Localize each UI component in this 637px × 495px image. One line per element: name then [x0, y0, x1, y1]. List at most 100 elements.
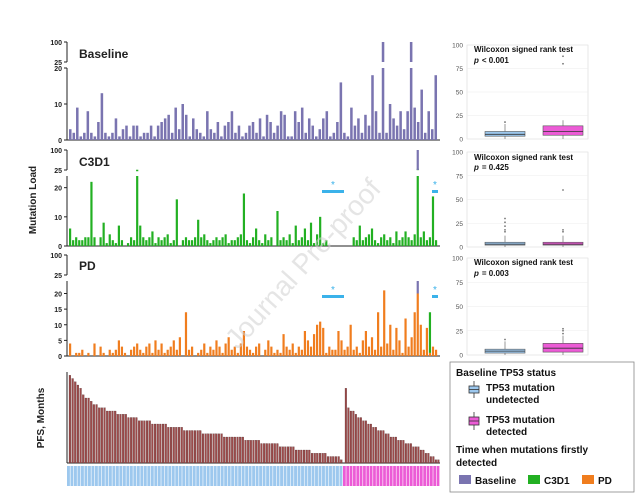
status-cell-detected — [433, 466, 437, 486]
bar — [136, 176, 139, 246]
status-cell-undetected — [178, 466, 182, 486]
pfs-bar — [196, 430, 199, 464]
bar — [309, 346, 313, 356]
bar — [117, 225, 120, 246]
box-title-baseline: Wilcoxon signed rank test — [474, 45, 573, 54]
panel-title-baseline: Baseline — [79, 47, 129, 61]
y-tick-label: 20 — [54, 292, 62, 299]
y-tick-label: 25 — [54, 60, 62, 67]
legend-baseline-swatch — [459, 475, 471, 484]
status-cell-detected — [413, 466, 416, 486]
box-outlier — [504, 225, 506, 228]
bar — [216, 122, 220, 140]
legend-pd-swatch — [582, 475, 594, 484]
bar — [236, 237, 239, 246]
bar — [75, 237, 78, 246]
bar — [97, 122, 100, 140]
bar — [316, 324, 319, 356]
bar — [194, 237, 197, 246]
pfs-bar — [287, 446, 290, 464]
bar — [105, 243, 108, 246]
bar — [120, 346, 124, 356]
y-tick-label: 0 — [58, 244, 62, 251]
bar — [328, 346, 331, 356]
bar — [293, 111, 297, 140]
status-cell-detected — [396, 466, 400, 486]
bar — [434, 349, 438, 356]
bar — [215, 340, 218, 356]
status-cell-undetected — [91, 466, 95, 486]
pfs-bar — [249, 440, 252, 464]
status-cell-undetected — [224, 466, 228, 486]
bar — [370, 337, 374, 356]
bar — [242, 331, 246, 356]
bar — [331, 349, 334, 356]
bar — [129, 349, 133, 356]
status-cell-undetected — [154, 466, 158, 486]
bar — [350, 107, 353, 140]
bar — [401, 237, 404, 246]
pfs-bar — [130, 417, 133, 464]
bar — [322, 243, 325, 246]
annotation-star: * — [331, 285, 335, 296]
status-cell-undetected — [308, 466, 311, 486]
bar — [364, 237, 368, 246]
bar — [416, 122, 420, 140]
status-cell-detected — [416, 466, 420, 486]
pfs-bar — [260, 443, 263, 464]
pfs-bar — [244, 440, 247, 464]
bar — [172, 240, 175, 246]
pfs-bar — [392, 436, 395, 464]
bar — [361, 240, 364, 246]
pfs-bar — [404, 443, 407, 464]
bar — [90, 132, 93, 140]
bar — [428, 352, 432, 356]
bar — [407, 346, 410, 356]
bar — [248, 243, 252, 246]
bar — [69, 343, 72, 356]
box-y-tick-label: 100 — [452, 43, 463, 50]
bar — [184, 237, 188, 246]
pfs-bar — [387, 433, 390, 464]
bar — [87, 352, 90, 356]
pfs-bar — [98, 407, 101, 464]
bar — [378, 132, 381, 140]
bar — [145, 240, 148, 246]
bar — [434, 240, 438, 246]
bar — [381, 68, 385, 140]
annotation-star: * — [331, 180, 335, 191]
status-cell-undetected — [94, 466, 98, 486]
legend-detected-line1: TP53 mutation — [486, 415, 555, 426]
status-cell-detected — [373, 466, 376, 486]
status-cell-undetected — [98, 466, 102, 486]
bar — [406, 111, 409, 140]
status-cell-undetected — [231, 466, 235, 486]
y-tick-label: 0 — [58, 138, 62, 145]
bar — [377, 243, 380, 246]
bar — [402, 129, 406, 140]
bar — [78, 240, 81, 246]
bar — [283, 114, 286, 140]
bar — [78, 352, 81, 356]
status-cell-undetected — [182, 466, 186, 486]
pfs-bar — [201, 433, 204, 464]
bar — [386, 343, 389, 356]
bar — [151, 352, 154, 356]
bar — [339, 82, 343, 140]
bar — [279, 111, 283, 140]
bar — [407, 237, 410, 246]
pfs-bar — [185, 430, 189, 464]
bar — [220, 136, 223, 140]
pfs-bar — [292, 446, 295, 464]
bar — [244, 132, 248, 140]
bar — [239, 343, 242, 356]
status-cell-detected — [403, 466, 406, 486]
y-tick-label: 25 — [54, 168, 62, 175]
bar — [146, 132, 149, 140]
box-body — [542, 241, 584, 246]
status-cell-undetected — [259, 466, 263, 486]
bar — [234, 132, 237, 140]
bar — [245, 240, 249, 246]
bar — [169, 243, 172, 246]
bar — [312, 243, 316, 246]
